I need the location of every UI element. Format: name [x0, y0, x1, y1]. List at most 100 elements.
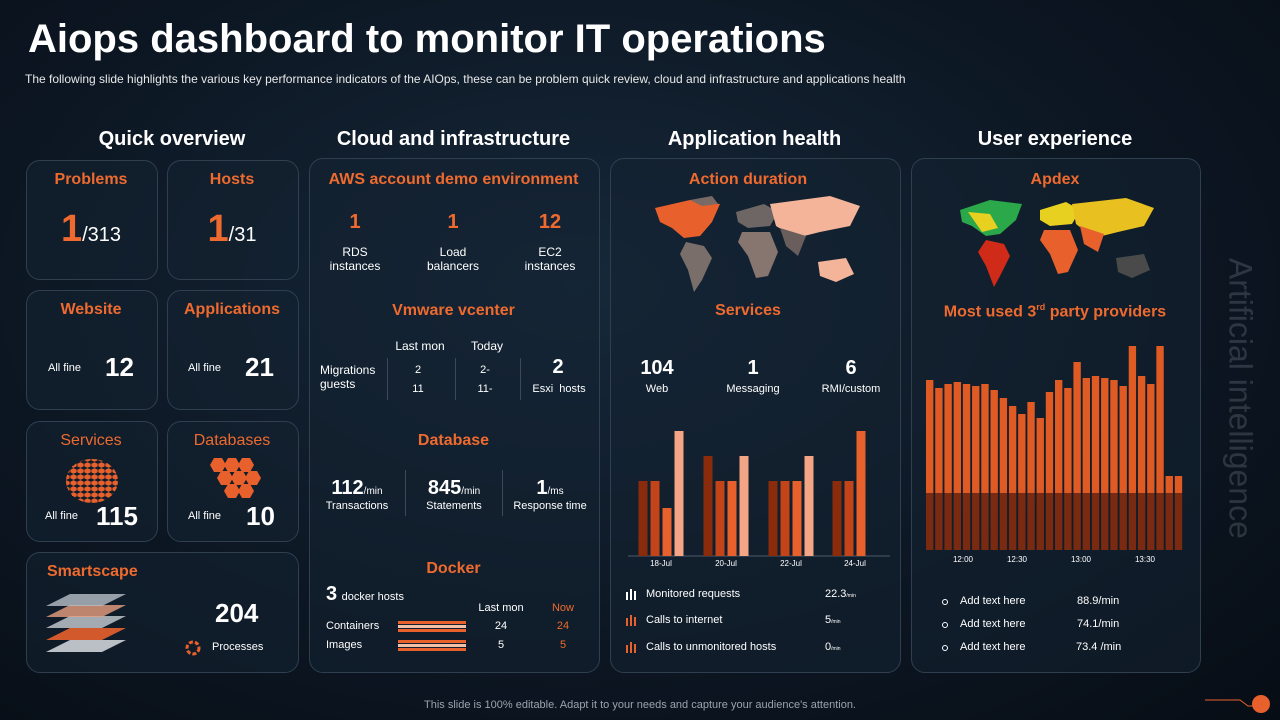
value: 112/min: [312, 477, 402, 500]
bar-segment: [1174, 493, 1183, 550]
separator: [405, 470, 406, 516]
stripe: [398, 629, 466, 632]
layer: [46, 616, 126, 628]
bullet: [942, 622, 948, 628]
value: 1: [207, 208, 229, 250]
value: 104: [640, 357, 674, 379]
bar-segment: [1018, 493, 1026, 550]
row-label: Containers: [326, 620, 380, 632]
databases-icon: [210, 458, 261, 498]
footer: This slide is 100% editable. Adapt it to…: [424, 699, 856, 711]
icon-bar: [630, 642, 632, 653]
bar-segment: [953, 382, 962, 493]
bar-segment: [981, 493, 989, 550]
section-title: Action duration: [688, 171, 808, 188]
stripe: [398, 640, 466, 643]
value: 1/ms: [505, 477, 595, 500]
bar-segment: [972, 493, 980, 550]
card: [167, 290, 299, 410]
bar: [739, 456, 749, 556]
continent: [738, 232, 778, 278]
card-value: 10: [246, 501, 275, 531]
bar: [674, 431, 684, 556]
x-tick-label: 18-Jul: [650, 559, 672, 568]
column-heading: Application health: [667, 128, 842, 150]
value: 1: [349, 211, 361, 233]
row-label: Migrations guests: [320, 363, 376, 391]
bar-segment: [999, 493, 1008, 550]
bar-segment: [962, 493, 971, 550]
label: Messaging: [726, 383, 780, 395]
continent: [1116, 254, 1150, 278]
bullet: [942, 599, 948, 605]
value: 24: [556, 620, 570, 632]
docker-bars: [398, 621, 466, 651]
number: 5: [825, 614, 832, 626]
bar-segment: [1055, 380, 1063, 493]
continent: [1040, 202, 1080, 226]
world-map: [655, 196, 860, 292]
bar-segment: [953, 493, 962, 550]
bar-segment: [1156, 346, 1164, 493]
x-tick-label: 20-Jul: [715, 559, 737, 568]
bar-segment: [1156, 493, 1164, 550]
label: Load balancers: [426, 245, 480, 273]
bar-segment: [1165, 493, 1173, 550]
metric-label: Monitored requests: [646, 588, 741, 600]
bar-segment: [1110, 493, 1118, 550]
continent: [968, 212, 998, 232]
continent: [770, 196, 860, 238]
bar-segment: [1091, 493, 1100, 550]
layer: [46, 605, 126, 617]
separator: [387, 358, 388, 400]
bar-segment: [935, 493, 943, 550]
metric-label: Calls to internet: [646, 614, 723, 626]
card-label: Applications: [183, 301, 280, 318]
bar: [638, 481, 648, 556]
gear-icon: [185, 640, 201, 656]
hex: [210, 458, 226, 472]
status: All fine: [188, 362, 222, 374]
bar-segment: [1008, 406, 1017, 493]
continent: [818, 258, 854, 282]
x-tick-label: 12:00: [953, 555, 974, 564]
bar: [804, 456, 814, 556]
card-label: Databases: [193, 432, 271, 449]
provider-label: Add text here: [960, 641, 1026, 653]
bar-segment: [1036, 493, 1044, 550]
bar: [844, 481, 854, 556]
hex: [224, 458, 240, 472]
world-map: [960, 198, 1154, 287]
card-value: 115: [96, 501, 138, 531]
metric-value: 0/min: [825, 641, 841, 654]
metric-label: Calls to unmonitored hosts: [646, 641, 777, 653]
bar: [856, 431, 866, 556]
value: 845/min: [408, 477, 500, 500]
bar: [703, 456, 713, 556]
x-tick-label: 13:00: [1071, 555, 1092, 564]
label: Web: [645, 383, 669, 395]
card-label: Services: [60, 432, 122, 449]
bar-segment: [1174, 476, 1183, 493]
bar-segment: [1137, 376, 1146, 493]
x-tick-label: 22-Jul: [780, 559, 802, 568]
icon-bar: [630, 589, 632, 600]
bar: [792, 481, 802, 556]
bar-segment: [1064, 388, 1072, 493]
column-label: Now: [551, 602, 574, 614]
bar-segment: [1073, 362, 1081, 493]
provider-label: Add text here: [960, 595, 1026, 607]
bar-segment: [1027, 402, 1035, 493]
continent: [655, 200, 720, 238]
bar: [768, 481, 778, 556]
number: 1: [536, 477, 548, 499]
card-label: Problems: [54, 171, 128, 188]
value: 2-: [480, 364, 490, 376]
bar-segment: [1119, 493, 1127, 550]
value: 1: [447, 211, 459, 233]
section-title: AWS account demo environment: [328, 171, 579, 188]
total: /31: [228, 224, 257, 246]
number: 3: [326, 583, 338, 605]
bar-segment: [1128, 346, 1137, 493]
